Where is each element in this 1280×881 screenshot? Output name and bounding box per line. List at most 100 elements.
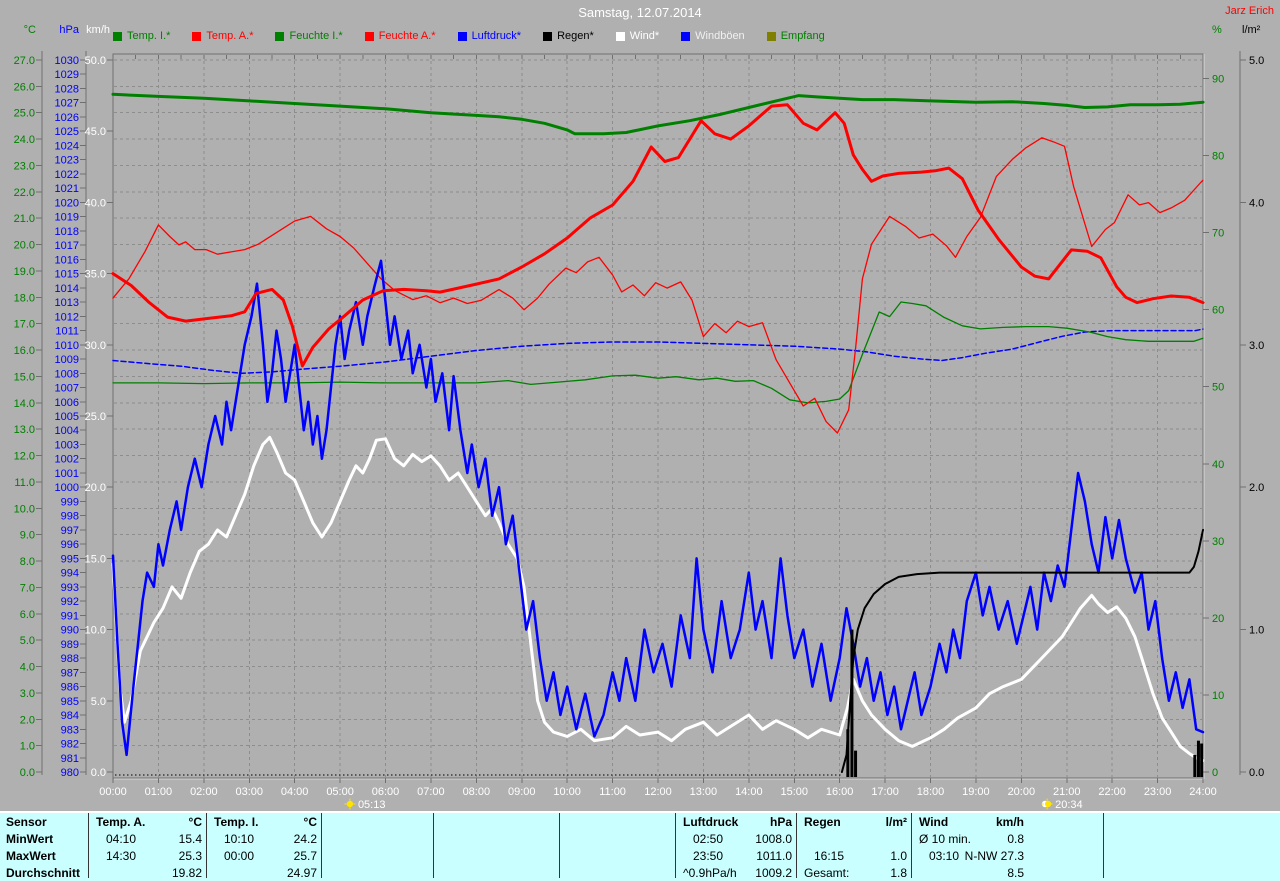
svg-text:8.0: 8.0 bbox=[20, 556, 35, 568]
svg-text:14:00: 14:00 bbox=[735, 786, 763, 798]
svg-text:991: 991 bbox=[61, 610, 79, 622]
legend-label: Temp. I.* bbox=[127, 30, 171, 42]
stats-column-divider bbox=[321, 813, 322, 878]
svg-text:1009: 1009 bbox=[55, 354, 79, 366]
svg-text:1027: 1027 bbox=[55, 98, 79, 110]
stats-cell: 23:50 bbox=[693, 849, 724, 863]
stats-cell: Wind bbox=[919, 815, 949, 829]
svg-text:20:34: 20:34 bbox=[1055, 799, 1083, 811]
legend-swatch bbox=[543, 31, 553, 41]
legend-item-feuchtea[interactable]: Feuchte A.* bbox=[364, 30, 436, 42]
svg-text:13:00: 13:00 bbox=[690, 786, 718, 798]
legend-swatch bbox=[615, 31, 625, 41]
svg-text:995: 995 bbox=[61, 553, 79, 565]
legend-item-empfang[interactable]: Empfang bbox=[766, 30, 825, 42]
svg-text:987: 987 bbox=[61, 667, 79, 679]
svg-text:6.0: 6.0 bbox=[20, 609, 35, 621]
svg-text:993: 993 bbox=[61, 582, 79, 594]
svg-text:07:00: 07:00 bbox=[417, 786, 445, 798]
svg-text:5.0: 5.0 bbox=[91, 696, 106, 708]
stats-cell: 0.8 bbox=[1007, 832, 1024, 846]
svg-text:24:00: 24:00 bbox=[1189, 786, 1217, 798]
svg-text:35.0: 35.0 bbox=[85, 269, 106, 281]
svg-text:1014: 1014 bbox=[55, 283, 79, 295]
svg-text:11:00: 11:00 bbox=[599, 786, 626, 798]
svg-text:1020: 1020 bbox=[55, 197, 79, 209]
svg-text:21.0: 21.0 bbox=[14, 213, 35, 225]
stats-column-divider bbox=[796, 813, 797, 878]
svg-text:4.0: 4.0 bbox=[1249, 197, 1264, 209]
svg-text:18.0: 18.0 bbox=[14, 292, 35, 304]
svg-text:23.0: 23.0 bbox=[14, 160, 35, 172]
stats-cell: 24.2 bbox=[293, 832, 317, 846]
stats-cell: 1.0 bbox=[890, 849, 907, 863]
svg-text:2.0: 2.0 bbox=[1249, 482, 1264, 494]
svg-text:1023: 1023 bbox=[55, 155, 79, 167]
svg-text:20.0: 20.0 bbox=[85, 482, 106, 494]
legend-item-feuchtei[interactable]: Feuchte I.* bbox=[275, 30, 343, 42]
svg-text:3.0: 3.0 bbox=[1249, 340, 1264, 352]
y-axis-temp_c: 0.0 1.0 2.0 3.0 4.0 5.0 6.0 7.0 8.0 9.0 10.0 11.0 12… bbox=[14, 51, 43, 779]
station-name: Jarz Erich bbox=[1225, 5, 1274, 17]
legend-swatch bbox=[275, 31, 285, 41]
axis-header-wind: km/h bbox=[86, 24, 110, 36]
svg-text:1021: 1021 bbox=[55, 183, 79, 195]
legend-label: Luftdruck* bbox=[471, 30, 522, 42]
svg-text:12.0: 12.0 bbox=[14, 451, 35, 463]
svg-text:1022: 1022 bbox=[55, 169, 79, 181]
svg-text:1002: 1002 bbox=[55, 454, 79, 466]
legend-item-regen[interactable]: Regen* bbox=[543, 30, 594, 42]
svg-text:1001: 1001 bbox=[55, 468, 79, 480]
svg-text:1010: 1010 bbox=[55, 340, 79, 352]
stats-cell: 02:50 bbox=[693, 832, 724, 846]
stats-cell: N-NW 27.3 bbox=[964, 849, 1024, 863]
svg-text:989: 989 bbox=[61, 639, 79, 651]
stats-cell: 8.5 bbox=[1007, 866, 1024, 880]
svg-text:0.0: 0.0 bbox=[91, 767, 106, 779]
svg-text:90: 90 bbox=[1212, 73, 1224, 85]
svg-text:1030: 1030 bbox=[55, 55, 79, 67]
axis-header-humidity: % bbox=[1212, 24, 1222, 36]
weather-chart[interactable]: 0.0 1.0 2.0 3.0 4.0 5.0 6.0 7.0 8.0 9.0 10.0 11.0 12… bbox=[0, 0, 1280, 813]
legend-item-windböen[interactable]: Windböen bbox=[681, 30, 745, 42]
svg-text:00:00: 00:00 bbox=[99, 786, 127, 798]
svg-text:1.0: 1.0 bbox=[1249, 625, 1264, 637]
stats-cell: MinWert bbox=[6, 832, 54, 846]
legend-item-tempa[interactable]: Temp. A.* bbox=[192, 30, 253, 42]
svg-text:986: 986 bbox=[61, 682, 79, 694]
svg-text:980: 980 bbox=[61, 767, 79, 779]
svg-text:1006: 1006 bbox=[55, 397, 79, 409]
svg-text:18:00: 18:00 bbox=[917, 786, 945, 798]
svg-text:17.0: 17.0 bbox=[14, 319, 35, 331]
stats-cell: Regen bbox=[804, 815, 841, 829]
legend-label: Temp. A.* bbox=[206, 30, 254, 42]
svg-text:988: 988 bbox=[61, 653, 79, 665]
legend-item-tempi[interactable]: Temp. I.* bbox=[113, 30, 170, 42]
legend-item-luftdruck[interactable]: Luftdruck* bbox=[457, 30, 522, 42]
svg-text:1007: 1007 bbox=[55, 383, 79, 395]
legend-swatch bbox=[192, 31, 202, 41]
stats-cell: Temp. I. bbox=[214, 815, 259, 829]
svg-text:1012: 1012 bbox=[55, 311, 79, 323]
stats-cell: 10:10 bbox=[224, 832, 255, 846]
gridlines bbox=[114, 55, 1202, 777]
svg-text:19.0: 19.0 bbox=[14, 266, 35, 278]
svg-text:22.0: 22.0 bbox=[14, 187, 35, 199]
svg-text:9.0: 9.0 bbox=[20, 530, 35, 542]
axis-header-temp: °C bbox=[23, 24, 36, 36]
legend-item-wind[interactable]: Wind* bbox=[615, 30, 659, 42]
svg-text:25.0: 25.0 bbox=[85, 411, 106, 423]
svg-text:30: 30 bbox=[1212, 536, 1224, 548]
svg-text:10: 10 bbox=[1212, 690, 1224, 702]
svg-text:22:00: 22:00 bbox=[1098, 786, 1126, 798]
svg-text:982: 982 bbox=[61, 739, 79, 751]
svg-text:983: 983 bbox=[61, 724, 79, 736]
svg-text:27.0: 27.0 bbox=[14, 55, 35, 67]
stats-cell: °C bbox=[303, 815, 317, 829]
stats-cell: Gesamt: bbox=[804, 866, 850, 880]
stats-cell: 25.3 bbox=[178, 849, 202, 863]
svg-text:985: 985 bbox=[61, 696, 79, 708]
legend-swatch bbox=[766, 31, 776, 41]
svg-text:1000: 1000 bbox=[55, 482, 79, 494]
stats-cell: hPa bbox=[769, 815, 792, 829]
